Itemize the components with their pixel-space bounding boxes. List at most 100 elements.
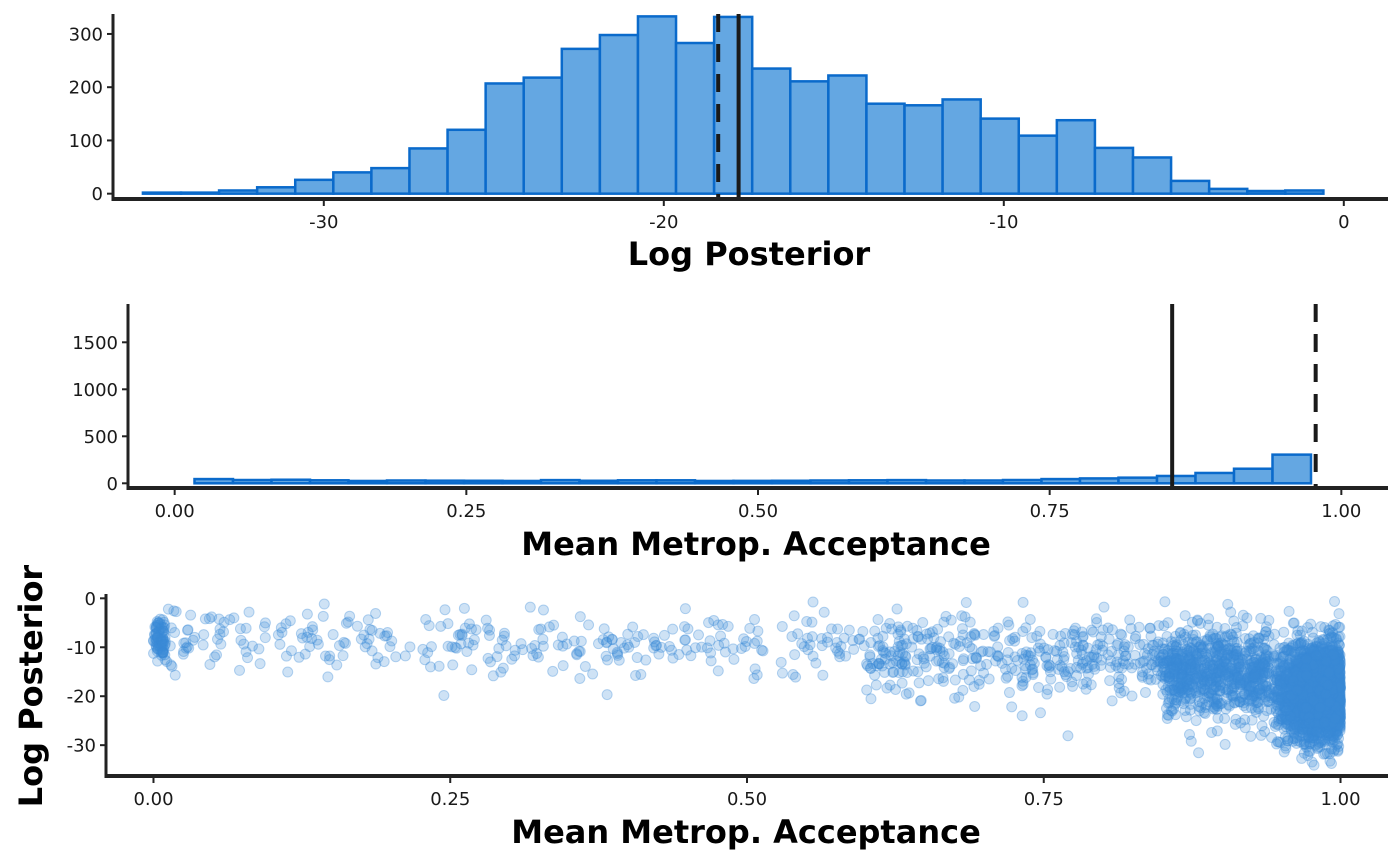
scatter-point xyxy=(915,633,927,645)
scatter-point xyxy=(679,603,691,615)
scatter-point xyxy=(903,687,915,699)
scatter-point xyxy=(156,635,168,647)
histogram-bar xyxy=(636,15,678,195)
scatter-point xyxy=(1062,730,1074,742)
scatter-point xyxy=(1256,720,1268,732)
scatter-point xyxy=(214,628,226,640)
scatter-point xyxy=(705,647,717,659)
scatter-point xyxy=(1027,669,1039,681)
scatter-point xyxy=(957,629,969,641)
scatter-point xyxy=(848,643,860,655)
scatter-point xyxy=(470,624,482,636)
x-axis-title: Log Posterior xyxy=(628,235,871,273)
scatter-point xyxy=(1047,628,1059,640)
histogram-bar xyxy=(941,98,982,195)
scatter-point xyxy=(1150,661,1162,673)
scatter-point xyxy=(1032,642,1044,654)
histogram-bar xyxy=(809,479,851,485)
scatter-point xyxy=(1333,621,1345,633)
scatter-point xyxy=(597,634,609,646)
scatter-point xyxy=(254,658,266,670)
scatter-point xyxy=(425,641,437,653)
scatter-point xyxy=(442,640,454,652)
histogram-bar xyxy=(408,147,449,195)
scatter-point xyxy=(422,647,434,659)
scatter-point xyxy=(776,620,788,632)
scatter-point xyxy=(973,674,985,686)
scatter-point xyxy=(600,650,612,662)
scatter-point xyxy=(673,649,685,661)
scatter-point xyxy=(804,639,816,651)
scatter-point xyxy=(1115,687,1127,699)
scatter-point xyxy=(1126,690,1138,702)
scatter-point xyxy=(918,653,930,665)
scatter-point xyxy=(640,654,652,666)
scatter-point xyxy=(963,674,975,686)
scatter-point xyxy=(246,640,258,652)
scatter-point xyxy=(463,618,475,630)
scatter-point xyxy=(484,656,496,668)
scatter-point xyxy=(1075,662,1087,674)
scatter-point xyxy=(183,642,195,654)
scatter-point xyxy=(180,642,192,654)
x-tick-label: 0.75 xyxy=(1030,501,1070,522)
scatter-point xyxy=(895,640,907,652)
x-tick-label: 0.00 xyxy=(133,789,173,810)
scatter-point xyxy=(1094,638,1106,650)
histogram-bar xyxy=(1207,187,1249,195)
scatter-point xyxy=(280,618,292,630)
scatter-point xyxy=(968,628,980,640)
scatter-point xyxy=(280,650,292,662)
scatter-point xyxy=(752,625,764,637)
scatter-point xyxy=(1116,629,1128,641)
scatter-point xyxy=(320,650,332,662)
scatter-point xyxy=(331,659,343,671)
scatter-point xyxy=(953,691,965,703)
scatter-point xyxy=(1034,625,1046,637)
scatter-point xyxy=(150,627,162,639)
scatter-point xyxy=(884,679,896,691)
scatter-point xyxy=(1277,658,1289,670)
x-tick-label: -20 xyxy=(649,212,678,233)
scatter-point xyxy=(150,633,162,645)
scatter-point xyxy=(568,635,580,647)
scatter-point xyxy=(158,643,170,655)
scatter-point xyxy=(926,626,938,638)
scatter-point xyxy=(957,668,969,680)
scatter-point xyxy=(318,598,330,610)
scatter-point xyxy=(1145,659,1157,671)
scatter-point xyxy=(1040,651,1052,663)
scatter-point xyxy=(749,637,761,649)
histogram-bar xyxy=(501,479,543,485)
scatter-points xyxy=(148,595,1347,771)
scatter-point xyxy=(853,633,865,645)
scatter-point xyxy=(182,624,194,636)
scatter-point xyxy=(1116,673,1128,685)
scatter-point xyxy=(869,669,881,681)
histogram-bar xyxy=(903,104,944,195)
scatter-point xyxy=(150,641,162,653)
scatter-point xyxy=(204,658,216,670)
scatter-point xyxy=(242,652,254,664)
scatter-point xyxy=(601,637,613,649)
scatter-point xyxy=(1086,624,1098,636)
scatter-point xyxy=(971,652,983,664)
scatter-point xyxy=(679,621,691,633)
scatter-point xyxy=(154,613,166,625)
scatter-point xyxy=(1126,662,1138,674)
histogram-bar xyxy=(141,191,183,195)
scatter-point xyxy=(561,638,573,650)
scatter-point xyxy=(1064,663,1076,675)
scatter-point xyxy=(527,650,539,662)
scatter-point xyxy=(155,623,167,635)
scatter-point xyxy=(157,633,169,645)
scatter-point xyxy=(1180,711,1192,723)
scatter-point xyxy=(1002,646,1014,658)
scatter-point xyxy=(1141,662,1153,674)
scatter-point xyxy=(1081,662,1093,674)
scatter-point xyxy=(1090,644,1102,656)
scatter-point xyxy=(382,627,394,639)
scatter-point xyxy=(180,637,192,649)
scatter-point xyxy=(187,634,199,646)
y-tick-label: -20 xyxy=(67,687,96,708)
